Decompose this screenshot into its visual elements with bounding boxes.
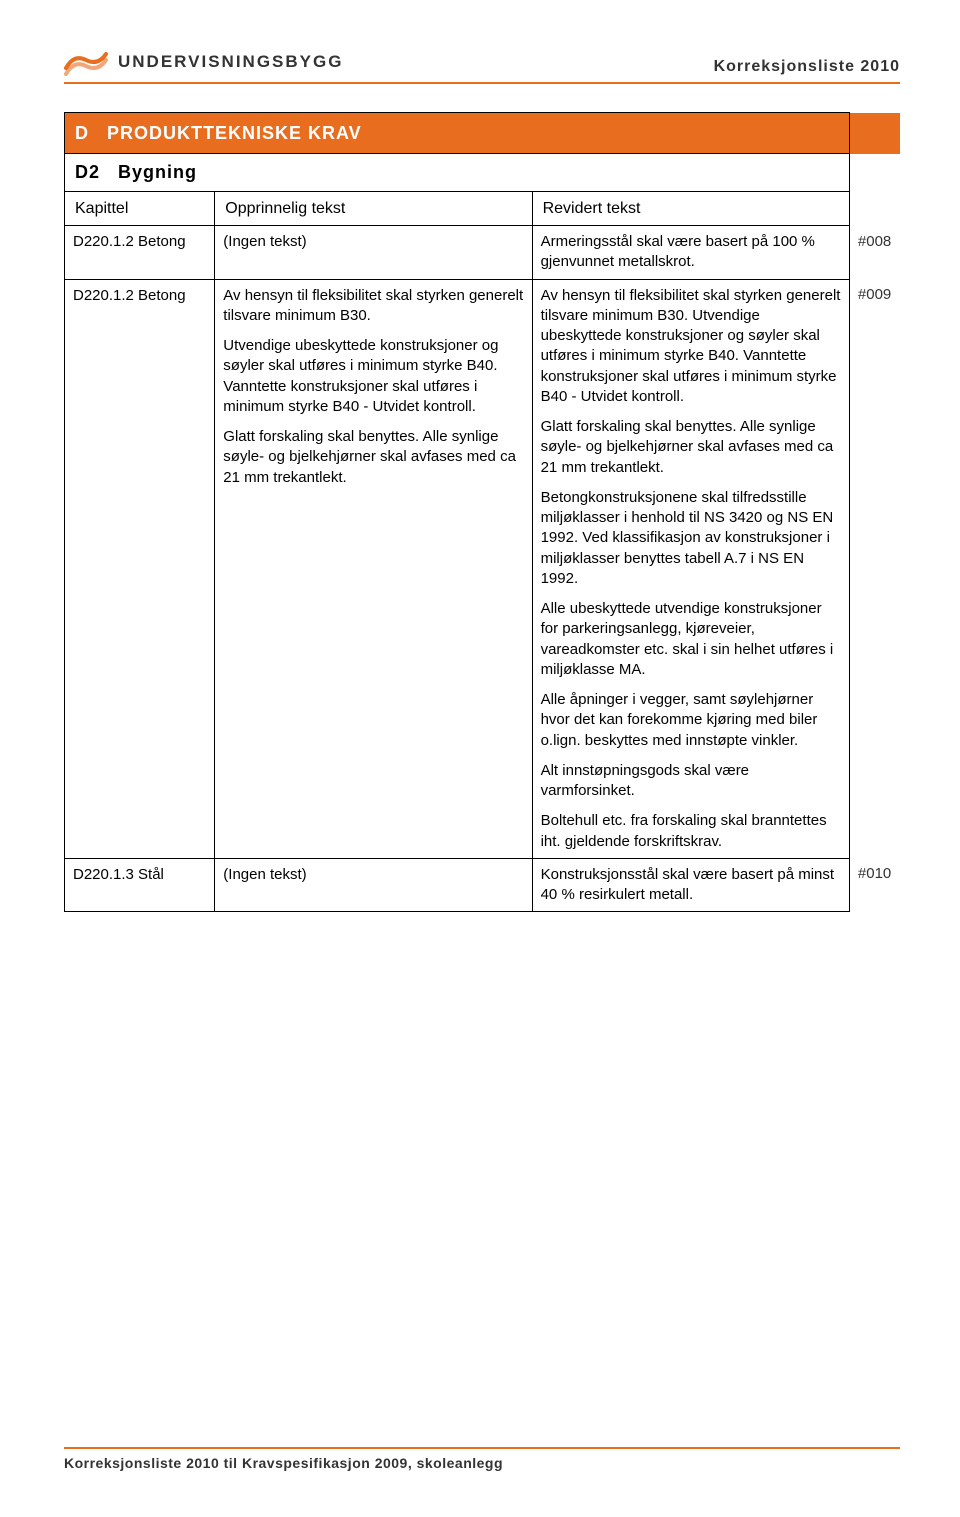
ref-spacer: [849, 191, 899, 226]
cell-paragraph: (Ingen tekst): [223, 865, 523, 885]
section-header-cell: D PRODUKTTEKNISKE KRAV: [65, 113, 850, 154]
col-opprinnelig-header: Opprinnelig tekst: [215, 191, 532, 226]
kapittel-cell: D220.1.2 Betong: [65, 279, 215, 858]
opprinnelig-cell: (Ingen tekst): [215, 858, 532, 912]
ref-spacer: [849, 154, 899, 191]
logo-text: UNDERVISNINGSBYGG: [118, 52, 343, 72]
cell-paragraph: Armeringsstål skal være basert på 100 % …: [541, 232, 841, 273]
ref-cell: #009: [849, 279, 899, 858]
cell-paragraph: Av hensyn til fleksibilitet skal styrken…: [223, 286, 523, 327]
cell-paragraph: Av hensyn til fleksibilitet skal styrken…: [541, 286, 841, 408]
ref-spacer: [849, 113, 899, 154]
table-row: D220.1.2 BetongAv hensyn til fleksibilit…: [65, 279, 900, 858]
logo-icon: [64, 48, 108, 76]
column-header-row: Kapittel Opprinnelig tekst Revidert teks…: [65, 191, 900, 226]
section-code: D: [75, 123, 89, 143]
page-header: UNDERVISNINGSBYGG Korreksjonsliste 2010: [64, 48, 900, 84]
section-header-row: D PRODUKTTEKNISKE KRAV: [65, 113, 900, 154]
sub-section-title: Bygning: [118, 162, 197, 182]
cell-paragraph: Betongkonstruksjonene skal tilfredsstill…: [541, 488, 841, 589]
revidert-cell: Konstruksjonsstål skal være basert på mi…: [532, 858, 849, 912]
page-footer: Korreksjonsliste 2010 til Kravspesifikas…: [64, 1447, 900, 1471]
cell-paragraph: Alle ubeskyttede utvendige konstruksjone…: [541, 599, 841, 680]
sub-section-code: D2: [75, 162, 100, 182]
ref-cell: #010: [849, 858, 899, 912]
sub-header-cell: D2 Bygning: [65, 154, 850, 191]
page: UNDERVISNINGSBYGG Korreksjonsliste 2010 …: [0, 0, 960, 1517]
sub-header-row: D2 Bygning: [65, 154, 900, 191]
cell-paragraph: (Ingen tekst): [223, 232, 523, 252]
section-title: PRODUKTTEKNISKE KRAV: [107, 123, 362, 143]
cell-paragraph: Utvendige ubeskyttede konstruksjoner og …: [223, 336, 523, 417]
revidert-cell: Armeringsstål skal være basert på 100 % …: [532, 226, 849, 280]
table-row: D220.1.3 Stål (Ingen tekst) Konstruksjonss…: [65, 858, 900, 912]
cell-paragraph: Glatt forskaling skal benyttes. Alle syn…: [223, 427, 523, 488]
kapittel-cell: D220.1.3 Stål: [65, 858, 215, 912]
cell-paragraph: Alt innstøpningsgods skal være varmforsi…: [541, 761, 841, 802]
col-kapittel-header: Kapittel: [65, 191, 215, 226]
document-title: Korreksjonsliste 2010: [714, 58, 900, 76]
cell-paragraph: Konstruksjonsstål skal være basert på mi…: [541, 865, 841, 906]
table-row: D220.1.2 Betong (Ingen tekst) Armeringsstå…: [65, 226, 900, 280]
cell-paragraph: Glatt forskaling skal benyttes. Alle syn…: [541, 417, 841, 478]
cell-paragraph: Boltehull etc. fra forskaling skal brann…: [541, 811, 841, 852]
opprinnelig-cell: (Ingen tekst): [215, 226, 532, 280]
revidert-cell: Av hensyn til fleksibilitet skal styrken…: [532, 279, 849, 858]
correction-table: D PRODUKTTEKNISKE KRAV D2 Bygning Kapitt…: [64, 112, 900, 912]
ref-cell: #008: [849, 226, 899, 280]
logo: UNDERVISNINGSBYGG: [64, 48, 343, 76]
kapittel-cell: D220.1.2 Betong: [65, 226, 215, 280]
opprinnelig-cell: Av hensyn til fleksibilitet skal styrken…: [215, 279, 532, 858]
col-revidert-header: Revidert tekst: [532, 191, 849, 226]
cell-paragraph: Alle åpninger i vegger, samt søylehjørne…: [541, 690, 841, 751]
